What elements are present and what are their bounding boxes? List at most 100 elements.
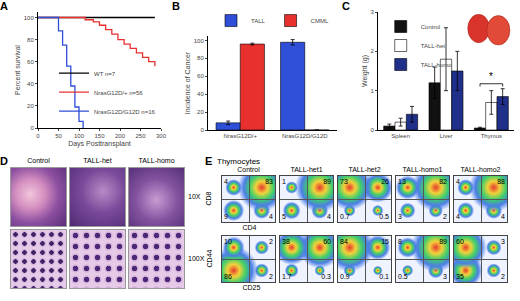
- svg-text:150: 150: [94, 133, 105, 139]
- html-text:TALL-het2: TALL-het2: [348, 166, 381, 173]
- html-text:4: 4: [327, 213, 331, 220]
- html-text:4: 4: [269, 213, 273, 220]
- svg-text:Days Posttransplant: Days Posttransplant: [68, 140, 131, 148]
- svg-text:2: 2: [370, 48, 374, 54]
- html-text:82: 82: [439, 178, 447, 185]
- html-text:1: 1: [282, 178, 286, 185]
- html-text:CD8: CD8: [204, 191, 212, 206]
- svg-text:1: 1: [370, 88, 374, 94]
- html-text:9: 9: [224, 213, 228, 220]
- svg-text:Incidence of Cancer: Incidence of Cancer: [184, 51, 191, 114]
- svg-text:80: 80: [27, 37, 34, 43]
- svg-text:40: 40: [27, 81, 34, 87]
- html-text:60: 60: [323, 238, 331, 245]
- html-text:D: D: [0, 155, 8, 167]
- html-text:5: 5: [282, 213, 286, 220]
- html-text:0.1: 0.1: [379, 273, 389, 280]
- html-text:TALL-homo1: TALL-homo1: [402, 166, 443, 173]
- svg-text:NrasG12D/+ n=56: NrasG12D/+ n=56: [94, 90, 143, 96]
- svg-text:100: 100: [74, 133, 85, 139]
- svg-text:WT n=7: WT n=7: [94, 71, 116, 77]
- svg-text:Thymus: Thymus: [481, 133, 502, 139]
- html-text:A: A: [0, 0, 8, 12]
- html-text:10X: 10X: [188, 193, 201, 200]
- html-text:89: 89: [439, 238, 447, 245]
- svg-text:0: 0: [370, 127, 374, 133]
- html-text:35: 35: [456, 273, 464, 280]
- svg-text:20: 20: [27, 103, 34, 109]
- svg-text:Liver: Liver: [439, 133, 452, 139]
- svg-text:300: 300: [156, 133, 167, 139]
- html-text:100X: 100X: [188, 255, 205, 262]
- html-text:4: 4: [456, 213, 460, 220]
- html-text:0.5: 0.5: [379, 213, 389, 220]
- html-text:0.7: 0.7: [340, 213, 350, 220]
- svg-text:100: 100: [24, 15, 35, 21]
- svg-text:Spleen: Spleen: [391, 133, 410, 139]
- svg-text:NrasG12D/G12D n=16: NrasG12D/G12D n=16: [94, 109, 156, 115]
- svg-text:Control: Control: [421, 24, 440, 30]
- html-text:0.9: 0.9: [340, 273, 350, 280]
- html-text:1.7: 1.7: [282, 273, 292, 280]
- html-text:TALL-het: TALL-het: [83, 157, 112, 164]
- svg-text:NrasG12D/+: NrasG12D/+: [223, 133, 257, 139]
- svg-text:TALL-het: TALL-het: [421, 43, 446, 49]
- html-text:83: 83: [265, 178, 273, 185]
- html-text:0.5: 0.5: [398, 273, 408, 280]
- html-text:89: 89: [323, 178, 331, 185]
- html-text:60: 60: [456, 238, 464, 245]
- html-text:TALL-het1: TALL-het1: [290, 166, 323, 173]
- svg-text:CMML: CMML: [311, 18, 329, 24]
- html-text:4: 4: [501, 213, 505, 220]
- svg-text:60: 60: [197, 73, 204, 79]
- svg-text:*: *: [489, 71, 493, 82]
- html-text:88: 88: [497, 178, 505, 185]
- svg-text:TALL-homo: TALL-homo: [421, 62, 453, 68]
- html-text:38: 38: [282, 238, 290, 245]
- svg-text:20: 20: [197, 109, 204, 115]
- svg-text:Weight (g): Weight (g): [361, 55, 369, 87]
- html-text:C: C: [342, 0, 350, 12]
- html-text:2: 2: [269, 273, 273, 280]
- svg-text:Percent survival: Percent survival: [14, 45, 21, 95]
- html-text:Thymocytes: Thymocytes: [217, 157, 261, 166]
- svg-text:3: 3: [370, 9, 374, 15]
- html-text:E: E: [205, 155, 213, 167]
- html-text:TALL-homo: TALL-homo: [138, 157, 175, 164]
- svg-text:40: 40: [197, 91, 204, 97]
- html-text:CD4: CD4: [242, 224, 257, 231]
- svg-text:80: 80: [197, 55, 204, 61]
- html-text:Control: Control: [27, 157, 50, 164]
- html-text:13: 13: [398, 178, 406, 185]
- html-text:3: 3: [501, 238, 505, 245]
- html-text:3: 3: [398, 213, 402, 220]
- html-text:TALL-homo2: TALL-homo2: [460, 166, 501, 173]
- svg-text:60: 60: [27, 59, 34, 65]
- svg-text:0: 0: [200, 127, 204, 133]
- html-text:10: 10: [224, 238, 232, 245]
- svg-text:TALL: TALL: [251, 18, 266, 24]
- html-text:CD25: CD25: [242, 284, 261, 291]
- html-text:2: 2: [443, 213, 447, 220]
- html-text:0.3: 0.3: [321, 273, 331, 280]
- svg-text:250: 250: [135, 133, 146, 139]
- html-text:B: B: [172, 0, 180, 12]
- html-text:2: 2: [269, 238, 273, 245]
- html-text:Control: Control: [237, 166, 260, 173]
- svg-text:0: 0: [30, 125, 34, 131]
- html-text:4: 4: [456, 178, 460, 185]
- html-text:8: 8: [398, 238, 402, 245]
- html-text:3: 3: [443, 273, 447, 280]
- svg-text:NrasG12D/G12D: NrasG12D/G12D: [282, 133, 328, 139]
- html-text:CD44: CD44: [206, 249, 214, 268]
- html-text:4: 4: [224, 178, 228, 185]
- html-text:15: 15: [381, 238, 389, 245]
- html-text:73: 73: [340, 178, 348, 185]
- svg-text:0: 0: [36, 133, 40, 139]
- svg-text:50: 50: [55, 133, 62, 139]
- html-text:84: 84: [340, 238, 348, 245]
- html-text:26: 26: [381, 178, 389, 185]
- svg-text:100: 100: [194, 38, 205, 44]
- svg-text:200: 200: [115, 133, 126, 139]
- html-text:86: 86: [224, 273, 232, 280]
